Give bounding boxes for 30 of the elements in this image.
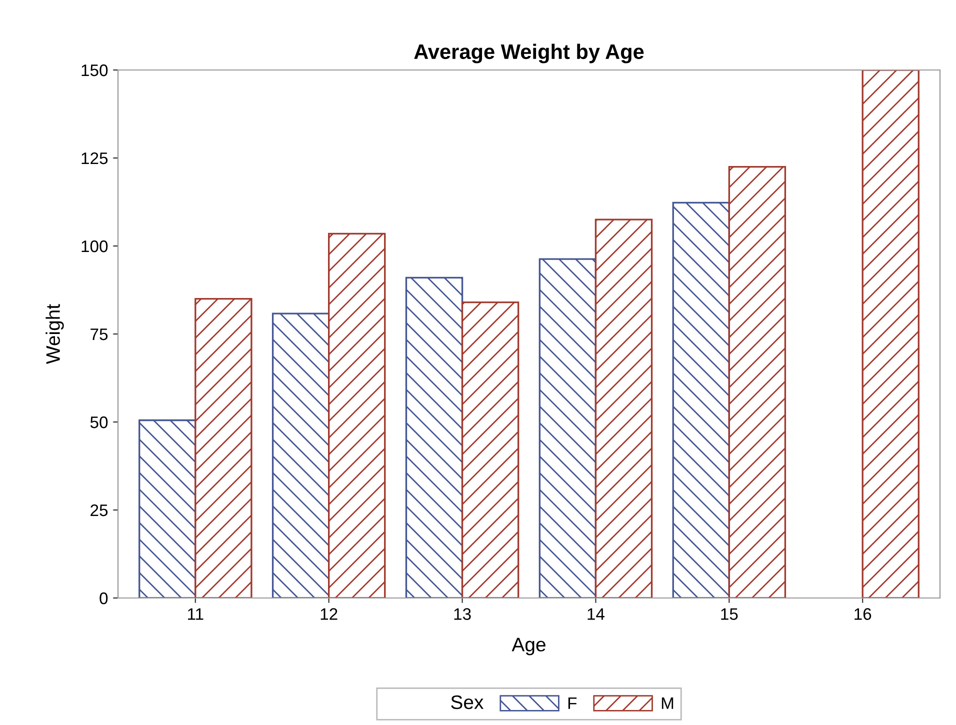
bar xyxy=(728,166,786,598)
bar xyxy=(405,276,464,598)
bar xyxy=(538,258,597,598)
bar xyxy=(328,232,386,598)
y-tick-label: 25 xyxy=(90,504,108,516)
x-tick-label: 15 xyxy=(721,608,738,620)
bar xyxy=(138,419,196,598)
y-tick-label: 0 xyxy=(100,592,108,604)
y-tick-label: 50 xyxy=(90,416,108,428)
bar xyxy=(672,202,730,598)
x-tick-label: 16 xyxy=(854,608,872,620)
legend-label: M xyxy=(662,697,674,709)
bar xyxy=(594,218,653,598)
bar xyxy=(461,301,520,598)
y-tick-label: 75 xyxy=(90,328,108,340)
legend-title: Sex xyxy=(451,695,484,710)
bar xyxy=(272,312,330,598)
bar xyxy=(862,70,920,598)
y-axis-title: Weight xyxy=(46,304,64,364)
y-tick-label: 100 xyxy=(82,240,108,252)
y-tick-label: 125 xyxy=(82,152,108,164)
x-tick-label: 14 xyxy=(588,608,605,620)
x-tick-label: 13 xyxy=(454,608,471,620)
bar xyxy=(194,298,252,598)
y-tick-label: 150 xyxy=(82,64,108,76)
chart-title: Average Weight by Age xyxy=(414,44,644,64)
x-tick-label: 12 xyxy=(320,608,338,620)
x-axis-title: Age xyxy=(512,638,546,656)
x-tick-label: 11 xyxy=(188,608,204,620)
legend-label: F xyxy=(568,697,577,709)
